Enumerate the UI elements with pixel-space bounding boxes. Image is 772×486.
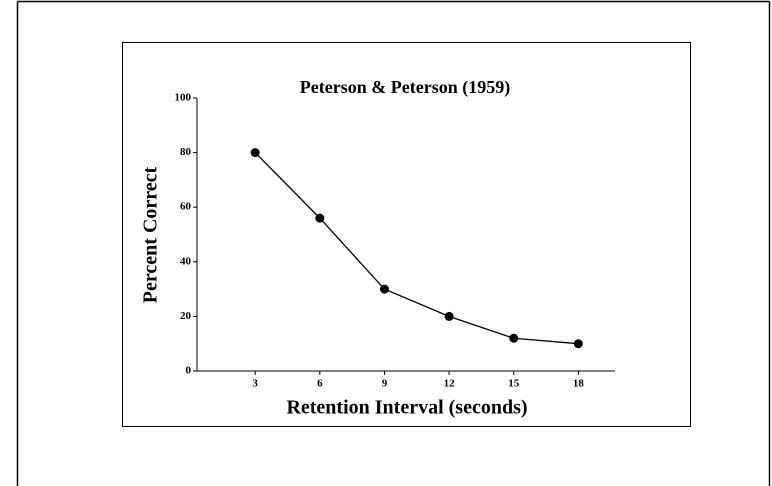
y-tick-label: 0 [186, 365, 192, 377]
data-line [254, 152, 579, 345]
data-point [573, 339, 583, 349]
data-point [444, 311, 454, 321]
data-point [509, 333, 519, 343]
y-tick-label: 40 [180, 255, 192, 267]
x-tick-label: 9 [382, 378, 388, 390]
x-tick-label: 15 [508, 378, 520, 390]
x-axis-label: Retention Interval (seconds) [286, 397, 527, 419]
window-frame [16, 0, 771, 486]
y-tick-label: 60 [180, 201, 192, 213]
x-tick-label: 12 [444, 378, 456, 390]
chart-box [122, 42, 691, 427]
x-tick-label: 3 [252, 378, 258, 390]
x-tick-label: 18 [573, 378, 585, 390]
y-tick-label: 80 [180, 146, 192, 158]
x-tick-label: 6 [317, 378, 323, 390]
data-point [379, 284, 389, 294]
y-tick-label: 100 [175, 92, 192, 104]
chart-title: Peterson & Peterson (1959) [300, 77, 510, 98]
data-point [250, 148, 260, 158]
y-tick-label: 20 [180, 310, 192, 322]
data-point [315, 213, 325, 223]
y-axis-label: Percent Correct [140, 166, 162, 303]
